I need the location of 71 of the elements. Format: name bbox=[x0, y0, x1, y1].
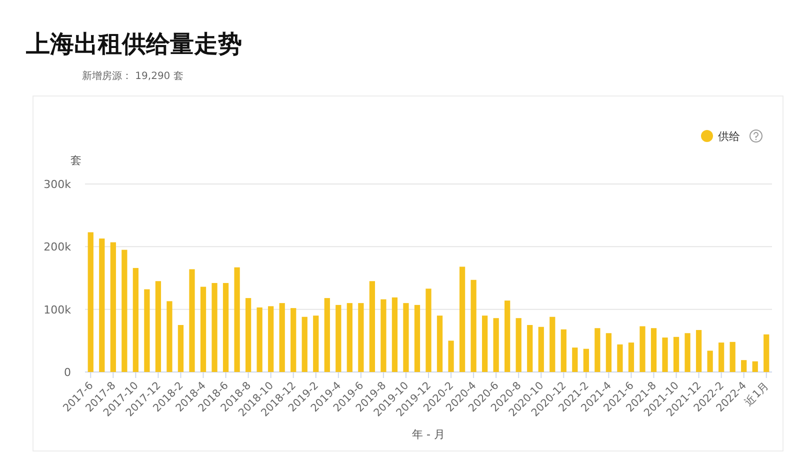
bar bbox=[504, 300, 510, 372]
bar bbox=[730, 342, 736, 372]
bar bbox=[560, 329, 566, 372]
bar bbox=[583, 348, 589, 372]
bar bbox=[234, 267, 240, 372]
bar bbox=[628, 342, 634, 372]
y-tick-label: 300k bbox=[44, 178, 72, 191]
bar bbox=[256, 307, 262, 372]
bar bbox=[594, 328, 600, 372]
bar bbox=[369, 281, 376, 372]
bar bbox=[448, 340, 454, 372]
bar bbox=[640, 326, 646, 372]
bar bbox=[617, 344, 623, 372]
bar bbox=[572, 348, 578, 372]
bar bbox=[752, 361, 758, 372]
bar bbox=[684, 333, 690, 372]
bar bbox=[178, 325, 184, 372]
bar bbox=[764, 334, 770, 372]
bar bbox=[718, 342, 724, 372]
bar bbox=[662, 338, 668, 372]
y-tick-label: 200k bbox=[44, 240, 72, 254]
legend: 供给 bbox=[701, 130, 740, 143]
bar bbox=[122, 250, 128, 372]
bar bbox=[324, 298, 330, 372]
bar bbox=[436, 316, 443, 372]
bar bbox=[358, 303, 364, 372]
bar bbox=[155, 281, 162, 372]
bar bbox=[707, 350, 713, 372]
bar bbox=[222, 283, 229, 372]
bar bbox=[268, 306, 274, 372]
bar bbox=[527, 325, 533, 372]
bar bbox=[99, 238, 105, 372]
y-tick-label: 0 bbox=[64, 366, 71, 379]
bar bbox=[166, 301, 172, 372]
bar bbox=[673, 336, 680, 372]
bar bbox=[313, 316, 319, 372]
bar bbox=[144, 289, 150, 372]
bar bbox=[245, 298, 252, 372]
bar bbox=[650, 328, 657, 372]
bar bbox=[200, 286, 206, 372]
bar bbox=[110, 242, 116, 372]
bar bbox=[459, 266, 466, 372]
chart-subtitle: 新增房源： 19,290 套 bbox=[82, 70, 184, 82]
bar bbox=[346, 303, 352, 372]
bar bbox=[696, 330, 702, 372]
bar bbox=[516, 318, 522, 372]
bar bbox=[279, 303, 285, 372]
bar bbox=[392, 297, 398, 372]
y-axis-title: 套 bbox=[70, 154, 82, 167]
bar bbox=[132, 268, 138, 372]
bar bbox=[290, 308, 296, 372]
bar bbox=[380, 299, 386, 372]
y-tick-label: 100k bbox=[44, 303, 72, 316]
bar bbox=[493, 318, 499, 372]
legend-label: 供给 bbox=[718, 130, 740, 143]
bar bbox=[482, 316, 488, 372]
bar bbox=[336, 304, 342, 372]
bar bbox=[403, 303, 409, 372]
bar bbox=[426, 288, 432, 372]
bar bbox=[538, 326, 544, 372]
bar bbox=[88, 232, 94, 372]
bar bbox=[302, 316, 308, 372]
bar bbox=[189, 269, 195, 372]
bar bbox=[606, 333, 612, 372]
chart-title: 上海出租供给量走势 bbox=[25, 30, 242, 58]
x-axis-title: 年 - 月 bbox=[412, 428, 445, 441]
bar bbox=[212, 283, 218, 372]
bar bbox=[414, 304, 420, 372]
bar bbox=[550, 316, 556, 372]
bar bbox=[741, 360, 747, 372]
bar bbox=[470, 280, 476, 372]
